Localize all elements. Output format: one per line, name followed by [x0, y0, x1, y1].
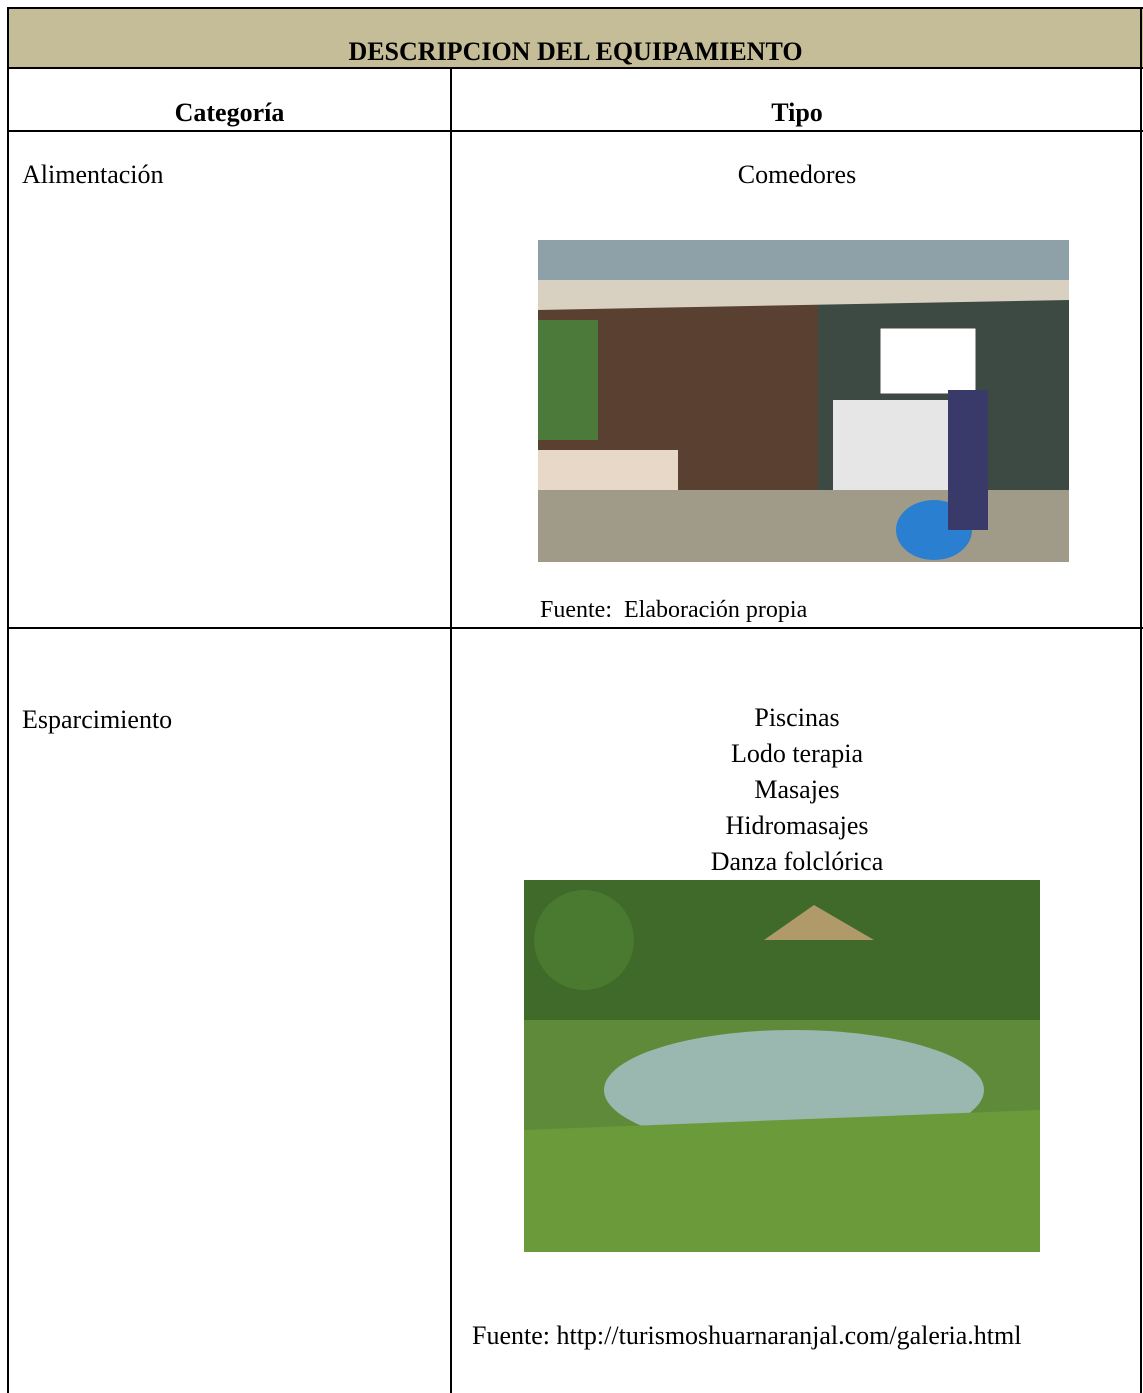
type: Masajes — [754, 775, 840, 804]
type: Comedores — [737, 160, 857, 189]
header-band — [8, 8, 1143, 68]
source: Fuente: Elaboración propia — [540, 597, 808, 623]
type: Hidromasajes — [725, 811, 869, 840]
type: Lodo terapia — [730, 739, 864, 768]
border — [7, 7, 9, 1393]
border — [1140, 7, 1142, 1393]
border — [450, 67, 452, 1393]
category: Alimentación — [22, 160, 164, 189]
type: Danza folclórica — [710, 847, 884, 876]
type: Piscinas — [754, 703, 840, 732]
border — [7, 67, 1143, 69]
table-title: DESCRIPCION DEL EQUIPAMIENTO — [348, 37, 803, 66]
photo-piscina — [524, 880, 1040, 1252]
border — [7, 7, 1143, 9]
category: Esparcimiento — [22, 705, 173, 734]
source: Fuente: http://turismoshuarnaranjal.com/… — [472, 1321, 1022, 1350]
column-header: Tipo — [771, 98, 823, 127]
border — [7, 627, 1143, 629]
border — [7, 130, 1143, 132]
photo-comedor — [538, 240, 1069, 562]
column-header: Categoría — [174, 98, 285, 127]
